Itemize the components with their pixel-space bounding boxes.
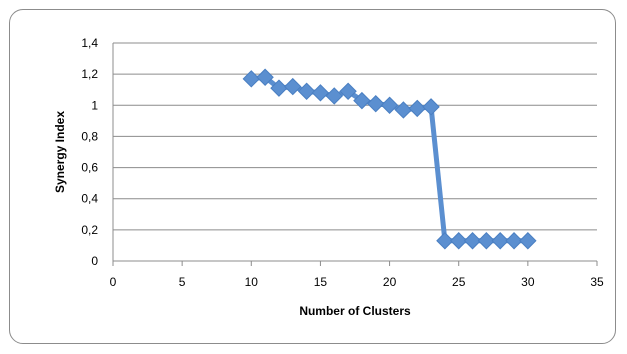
data-point: [242, 70, 260, 88]
x-tick-label: 30: [521, 275, 535, 289]
data-point: [367, 95, 385, 113]
y-tick-label: 0,4: [81, 192, 98, 206]
data-point: [380, 96, 399, 114]
y-axis-ticks: 0 0,2 0,4 0,6 0,8 1 1,2 1,4: [81, 36, 98, 268]
series: [242, 68, 537, 250]
data-point: [463, 232, 482, 250]
x-tick-label: 5: [179, 275, 186, 289]
data-point: [284, 77, 302, 96]
gridlines: [113, 42, 597, 262]
x-tick-label: 15: [314, 275, 328, 289]
data-point: [408, 99, 426, 118]
y-tick-label: 0,2: [81, 223, 98, 237]
data-point: [270, 79, 288, 97]
data-point: [325, 87, 343, 105]
data-point: [436, 232, 454, 250]
x-tick-label: 25: [452, 275, 466, 289]
chart-area: [9, 9, 616, 344]
data-point: [491, 232, 509, 250]
y-tick-label: 0: [91, 254, 98, 268]
data-point: [422, 98, 440, 116]
y-tick-label: 1,4: [81, 36, 98, 50]
data-point: [505, 232, 523, 250]
x-axis-title: Number of Clusters: [299, 304, 411, 318]
y-tick-label: 1: [91, 98, 98, 112]
x-tick-label: 0: [110, 275, 117, 289]
y-tick-label: 1,2: [81, 67, 98, 81]
x-tick-label: 35: [590, 275, 604, 289]
data-point: [311, 84, 330, 102]
data-point: [256, 68, 274, 86]
x-tick-label: 10: [245, 275, 259, 289]
x-axis-ticks: 0 5 10 15 20 25 30 35: [110, 275, 604, 289]
x-tick-label: 20: [383, 275, 397, 289]
data-point: [297, 82, 316, 100]
y-tick-label: 0,6: [81, 161, 98, 175]
data-point: [394, 101, 413, 119]
data-point: [353, 91, 371, 110]
data-point: [450, 232, 468, 250]
y-tick-label: 0,8: [81, 129, 98, 143]
axes: [112, 43, 598, 266]
data-point: [477, 232, 496, 250]
data-point: [339, 82, 357, 100]
y-axis-title: Synergy Index: [53, 111, 67, 193]
data-point: [519, 232, 537, 250]
